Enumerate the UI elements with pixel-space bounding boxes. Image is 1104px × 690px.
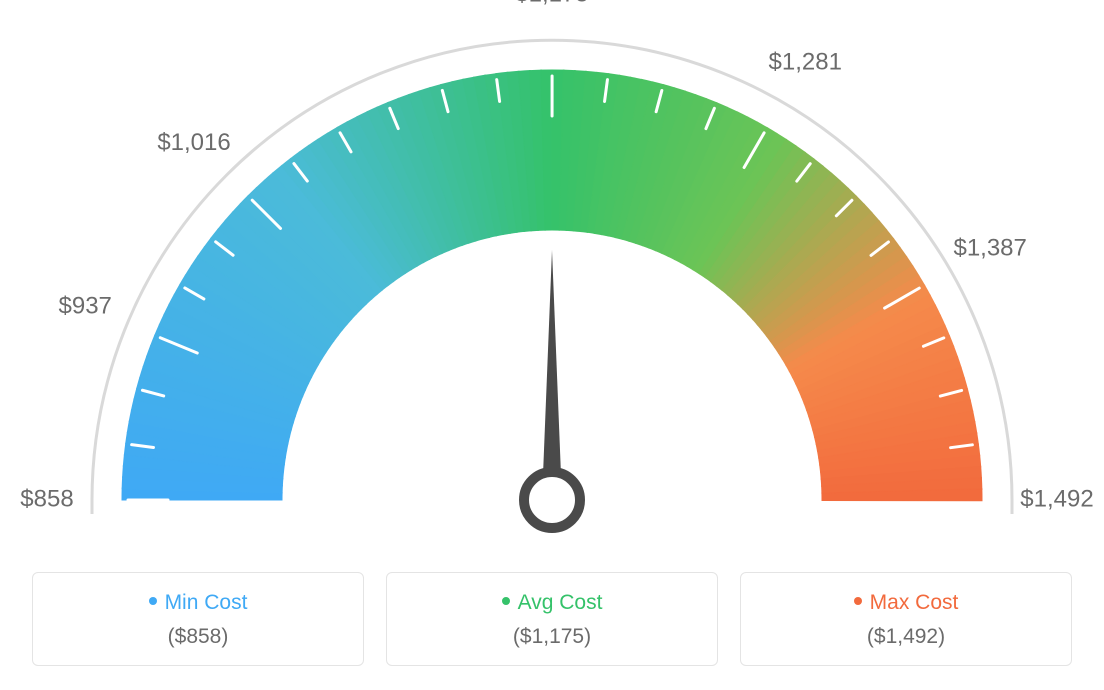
cost-gauge-widget: $858 $937 $1,016 $1,175 $1,281 $1,387 $1,492 M…: [0, 0, 1104, 690]
legend-value-min: ($858): [43, 625, 353, 649]
legend-label: Min Cost: [165, 591, 248, 614]
dot-icon: [502, 597, 510, 605]
gauge-svg: $858 $937 $1,016 $1,175 $1,281 $1,387 $1,492: [0, 0, 1104, 560]
svg-text:$858: $858: [20, 485, 73, 512]
legend-title-avg: Avg Cost: [397, 591, 707, 615]
svg-text:$937: $937: [59, 293, 112, 320]
gauge-chart: $858 $937 $1,016 $1,175 $1,281 $1,387 $1,492: [0, 0, 1104, 560]
svg-text:$1,387: $1,387: [953, 234, 1026, 261]
legend-value-max: ($1,492): [751, 625, 1061, 649]
svg-text:$1,175: $1,175: [515, 0, 588, 7]
svg-text:$1,492: $1,492: [1020, 485, 1093, 512]
dot-icon: [149, 597, 157, 605]
legend-card-avg: Avg Cost ($1,175): [386, 572, 718, 666]
legend-card-min: Min Cost ($858): [32, 572, 364, 666]
legend-label: Avg Cost: [518, 591, 603, 614]
legend-label: Max Cost: [870, 591, 959, 614]
svg-text:$1,016: $1,016: [157, 129, 230, 156]
legend-row: Min Cost ($858) Avg Cost ($1,175) Max Co…: [32, 572, 1072, 666]
legend-title-max: Max Cost: [751, 591, 1061, 615]
svg-text:$1,281: $1,281: [769, 48, 842, 75]
legend-card-max: Max Cost ($1,492): [740, 572, 1072, 666]
legend-value-avg: ($1,175): [397, 625, 707, 649]
legend-title-min: Min Cost: [43, 591, 353, 615]
dot-icon: [854, 597, 862, 605]
